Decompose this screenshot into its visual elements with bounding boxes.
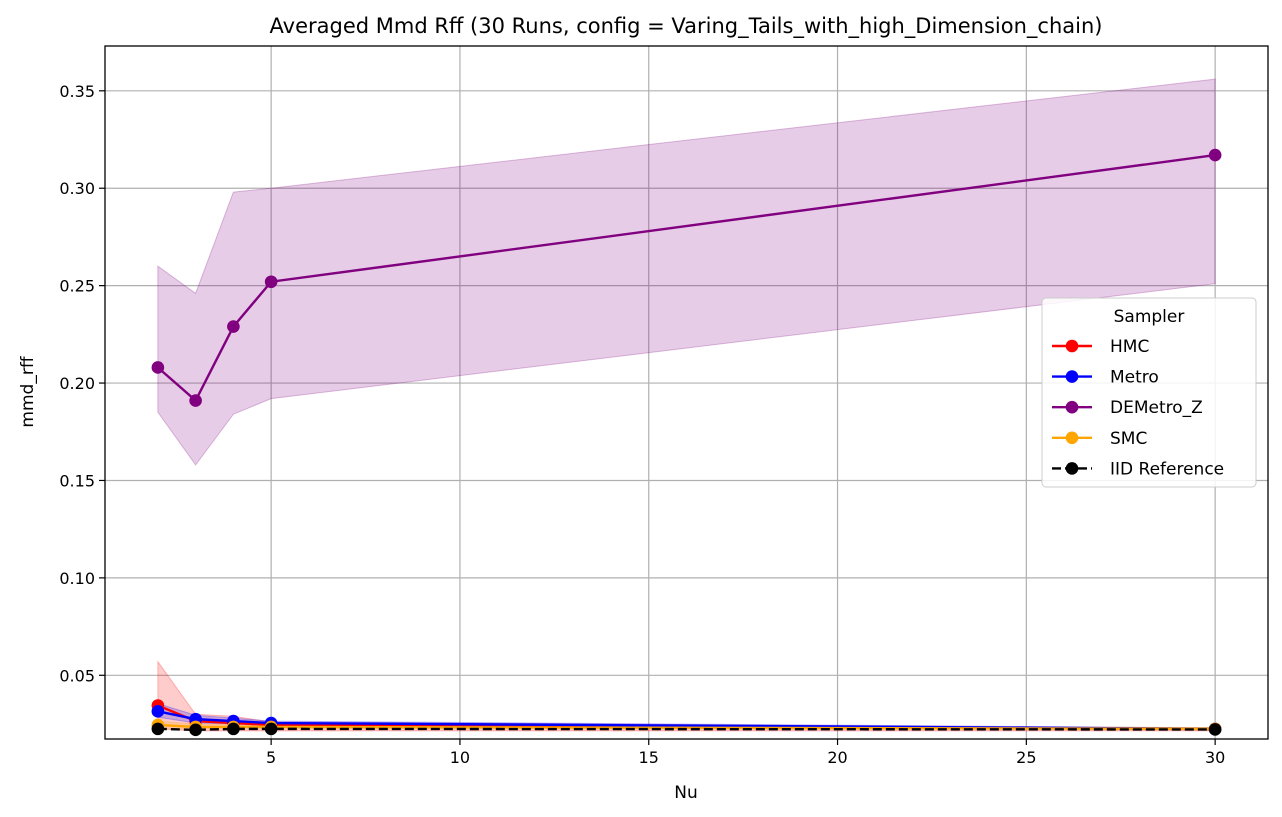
legend-title: Sampler	[1114, 307, 1185, 327]
y-tick-label: 0.20	[59, 374, 95, 393]
x-tick-label: 15	[639, 748, 659, 767]
legend-label-hmc: HMC	[1110, 337, 1149, 357]
legend-marker-hmc	[1065, 339, 1079, 353]
x-tick-label: 10	[450, 748, 470, 767]
legend-marker-demetro-z	[1065, 400, 1079, 414]
x-tick-label: 5	[266, 748, 276, 767]
legend-marker-smc	[1065, 431, 1079, 445]
legend-frame	[1041, 297, 1257, 488]
x-tick-label: 20	[827, 748, 847, 767]
legend-marker-iid-reference	[1065, 462, 1079, 475]
demetro-z-point	[264, 275, 278, 289]
plot-frame	[104, 45, 1269, 740]
demetro-z-point	[189, 394, 202, 407]
iid-reference-point	[151, 722, 165, 736]
y-tick-label: 0.35	[59, 82, 95, 101]
y-tick-label: 0.05	[59, 666, 95, 685]
iid-reference-point	[1208, 723, 1222, 736]
legend: Sampler HMC Metro DEMetro_Z SMC IID Referenc…	[1041, 297, 1257, 488]
demetro-z-point	[151, 361, 165, 374]
y-tick-label: 0.25	[59, 277, 95, 296]
y-tick-label: 0.10	[59, 569, 95, 588]
legend-label-demetro-z: DEMetro_Z	[1110, 398, 1203, 418]
legend-label-iid-reference: IID Reference	[1110, 459, 1224, 479]
legend-entries: HMC Metro DEMetro_Z SMC IID Reference	[1052, 337, 1224, 479]
iid-reference-point	[227, 722, 240, 736]
legend-label-smc: SMC	[1110, 429, 1147, 449]
demetro-z-band	[157, 78, 1216, 466]
demetro-z-point	[1208, 148, 1222, 162]
legend-label-metro: Metro	[1110, 368, 1159, 388]
demetro-z-point	[227, 320, 240, 333]
x-tick-label: 25	[1016, 748, 1036, 767]
y-axis-ticks: 0.05 0.10 0.15 0.20 0.25 0.30 0.35	[59, 82, 105, 685]
y-tick-label: 0.15	[59, 471, 95, 490]
x-axis-ticks: 5 10 15 20 25 30	[266, 739, 1225, 767]
chart-title: Averaged Mmd Rff (30 Runs, config = Vari…	[270, 14, 1103, 39]
iid-reference-line	[157, 727, 1216, 732]
iid-reference-point	[264, 722, 278, 736]
series-markers	[151, 148, 1222, 737]
legend-marker-metro	[1065, 370, 1079, 383]
y-axis-label: mmd_rff	[18, 355, 38, 427]
metro-point	[151, 705, 165, 718]
iid-reference-point	[189, 723, 202, 737]
y-tick-label: 0.30	[59, 179, 95, 198]
x-tick-label: 30	[1205, 748, 1225, 767]
x-axis-label: Nu	[674, 783, 698, 803]
